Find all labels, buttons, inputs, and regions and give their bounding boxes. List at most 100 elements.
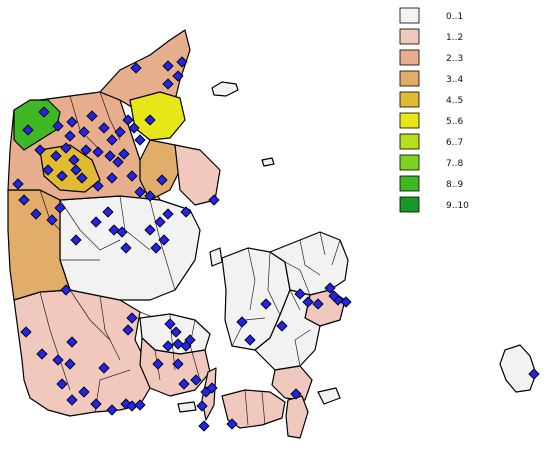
diamond-icon	[54, 202, 66, 214]
legend-swatch	[399, 7, 420, 24]
region-zealand-north	[269, 231, 349, 296]
diamond-icon	[56, 378, 68, 390]
diamond-icon	[102, 206, 114, 218]
diamond-icon	[130, 62, 142, 74]
diamond-icon	[180, 206, 192, 218]
diamond-icon	[52, 120, 64, 132]
diamond-icon	[90, 216, 102, 228]
diamond-icon	[208, 194, 220, 206]
region-bornholm	[499, 344, 537, 393]
diamond-icon	[66, 394, 78, 406]
diamond-icon	[78, 386, 90, 398]
legend-swatch	[399, 133, 420, 150]
diamond-icon	[98, 122, 110, 134]
diamond-icon	[206, 382, 218, 394]
diamond-icon	[154, 216, 166, 228]
legend: 0..1 1..2 2..3 3..4 4..5 5..6 6..7 7..8 8..9 9..1…	[399, 7, 469, 213]
diamond-icon	[162, 208, 174, 220]
diamond-icon	[340, 296, 352, 308]
diamond-icon	[294, 288, 306, 300]
diamond-icon	[116, 226, 128, 238]
legend-label: 0..1	[446, 12, 463, 22]
region-anholt	[261, 157, 275, 167]
diamond-icon	[134, 399, 146, 411]
region-samso	[209, 247, 223, 267]
diamond-icon	[528, 368, 540, 380]
legend-label: 5..6	[446, 117, 463, 127]
region-moen	[317, 387, 341, 405]
diamond-icon	[302, 296, 314, 308]
diamond-icon	[90, 398, 102, 410]
diamond-icon	[328, 290, 340, 302]
diamond-icon	[106, 172, 118, 184]
diamond-icon	[276, 320, 288, 332]
diamond-icon	[162, 78, 174, 90]
legend-swatch	[399, 175, 420, 192]
diamond-icon	[324, 282, 336, 294]
diamond-icon	[106, 404, 118, 416]
region-himmerland	[129, 91, 186, 141]
diamond-icon	[108, 224, 120, 236]
diamond-icon	[64, 130, 76, 142]
diamond-icon	[244, 334, 256, 346]
lolland-falster	[221, 389, 309, 439]
diamond-icon	[162, 340, 174, 352]
diamond-icon	[12, 178, 24, 190]
diamond-icon	[226, 418, 238, 430]
diamond-icon	[86, 110, 98, 122]
legend-swatch	[399, 112, 420, 129]
diamond-icon	[20, 326, 32, 338]
diamond-icon	[172, 338, 184, 350]
diamond-icon	[312, 298, 324, 310]
diamond-icon	[46, 214, 58, 226]
region-falster	[285, 395, 309, 439]
legend-label: 2..3	[446, 54, 463, 64]
diamond-icon	[78, 126, 90, 138]
diamond-icon	[92, 146, 104, 158]
diamond-icon	[36, 348, 48, 360]
diamond-icon	[66, 336, 78, 348]
diamond-icon	[76, 172, 88, 184]
diamond-icon	[60, 284, 72, 296]
region-jutland-south	[13, 289, 151, 417]
diamond-icon	[152, 358, 164, 370]
diamond-icon	[22, 124, 34, 136]
diamond-icon	[52, 354, 64, 366]
diamond-icon	[196, 400, 208, 412]
diamond-icon	[236, 316, 248, 328]
legend-label: 4..5	[446, 96, 463, 106]
diamond-icon	[120, 242, 132, 254]
diamond-icon	[122, 114, 134, 126]
diamond-icon	[92, 180, 104, 192]
diamond-icon	[114, 126, 126, 138]
diamond-icon	[144, 190, 156, 202]
diamond-icon	[144, 114, 156, 126]
legend-label: 6..7	[446, 138, 463, 148]
location-markers	[12, 56, 540, 432]
diamond-icon	[128, 122, 140, 134]
diamond-icon	[190, 374, 202, 386]
diamond-icon	[170, 326, 182, 338]
legend-swatch	[399, 196, 420, 213]
legend-label: 9..10	[446, 201, 469, 211]
diamond-icon	[172, 358, 184, 370]
diamond-icon	[18, 194, 30, 206]
diamond-icon	[64, 358, 76, 370]
diamond-icon	[144, 224, 156, 236]
legend-swatch	[399, 70, 420, 87]
diamond-icon	[126, 312, 138, 324]
diamond-icon	[56, 170, 68, 182]
diamond-icon	[178, 378, 190, 390]
diamond-icon	[158, 234, 170, 246]
diamond-icon	[290, 388, 302, 400]
diamond-icon	[60, 142, 72, 154]
legend-label: 1..2	[446, 33, 463, 43]
diamond-icon	[164, 318, 176, 330]
diamond-icon	[126, 170, 138, 182]
legend-label: 8..9	[446, 180, 463, 190]
region-aero	[177, 401, 197, 413]
diamond-icon	[80, 144, 92, 156]
legend-swatch	[399, 49, 420, 66]
municipal-borders-lolland	[244, 389, 266, 426]
